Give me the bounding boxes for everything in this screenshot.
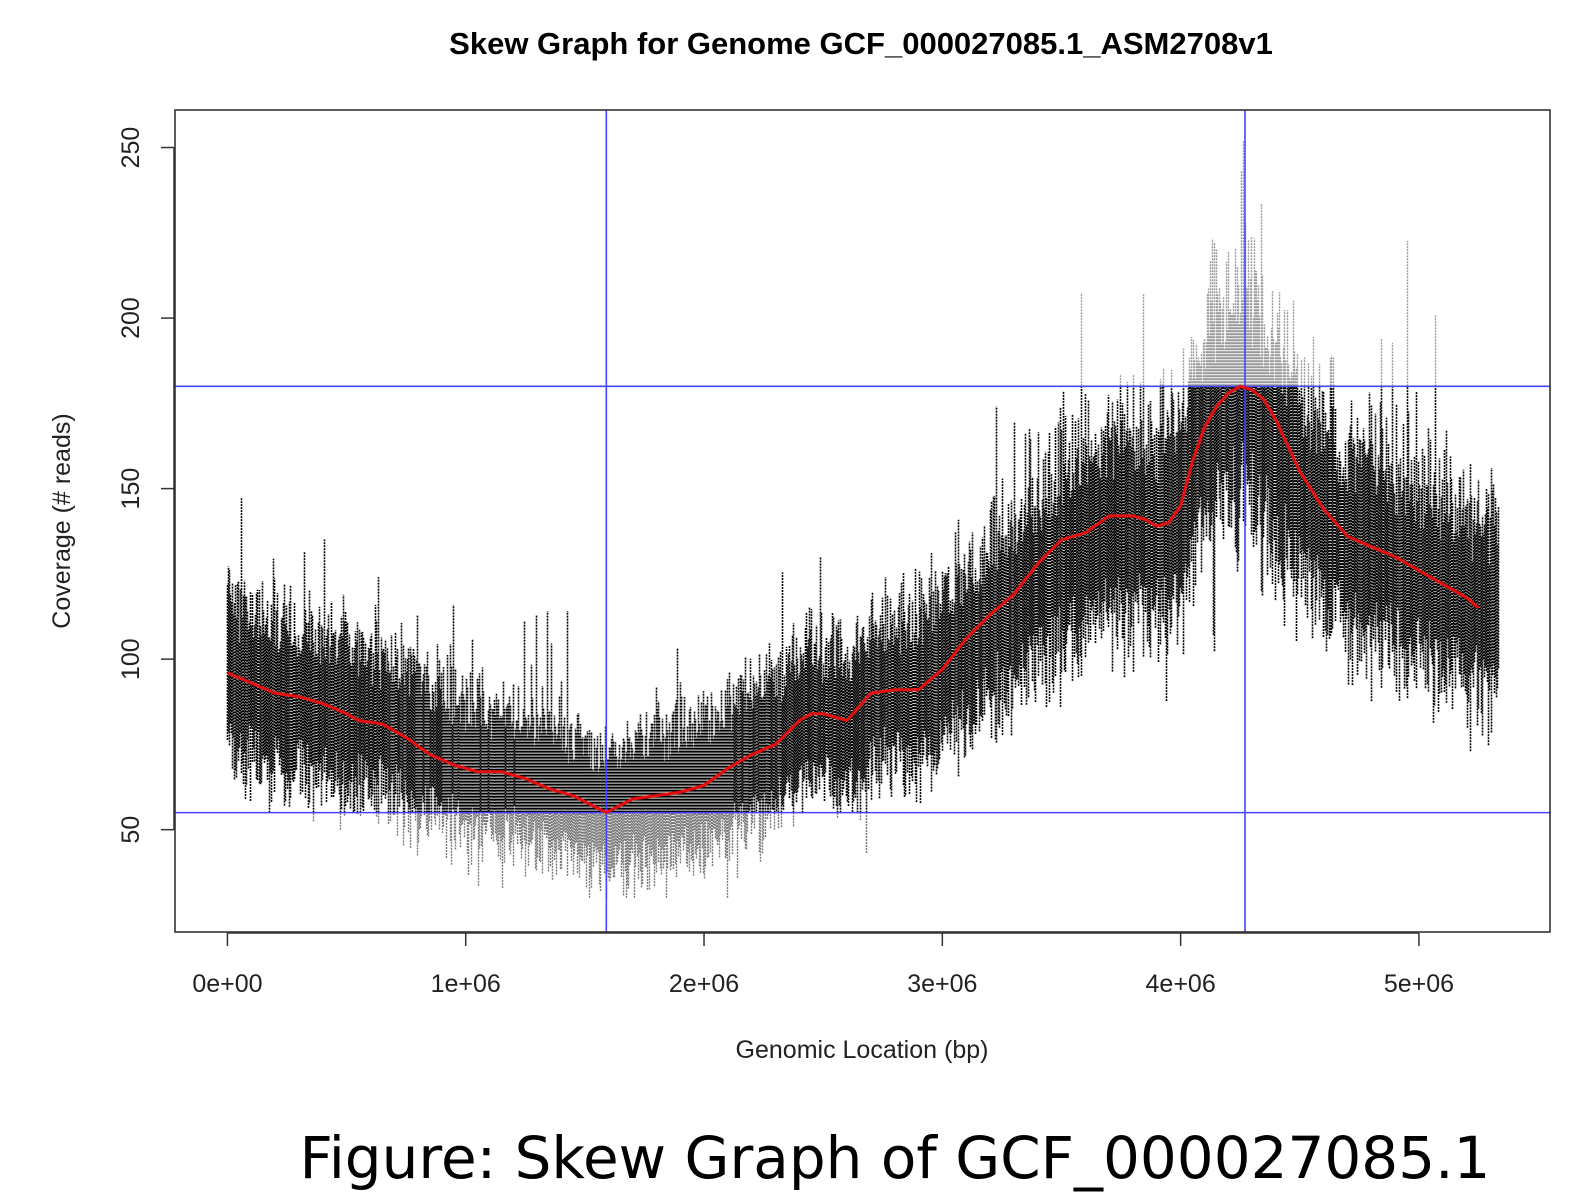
figure-caption: Figure: Skew Graph of GCF_000027085.1 xyxy=(300,1124,1491,1192)
y-axis: 50 100 150 200 250 xyxy=(117,127,175,844)
plot-frame xyxy=(174,109,1551,933)
y-axis-title: Coverage (# reads) xyxy=(48,413,76,628)
x-tick-label: 5e+06 xyxy=(1384,970,1454,998)
y-tick-label: 250 xyxy=(117,127,145,169)
coverage-points xyxy=(226,140,1500,898)
reference-lines xyxy=(175,110,1550,932)
x-tick-label: 0e+00 xyxy=(192,970,262,998)
x-axis: 0e+00 1e+06 2e+06 3e+06 4e+06 5e+06 xyxy=(192,932,1454,998)
y-tick-label: 100 xyxy=(117,638,145,680)
x-axis-title: Genomic Location (bp) xyxy=(736,1036,989,1064)
chart-title: Skew Graph for Genome GCF_000027085.1_AS… xyxy=(449,26,1273,61)
smoothed-series-line xyxy=(226,384,1480,815)
y-tick-label: 200 xyxy=(117,297,145,339)
x-tick-label: 3e+06 xyxy=(907,970,977,998)
smoothed-line xyxy=(226,384,1480,815)
y-tick-label: 150 xyxy=(117,468,145,510)
y-tick-label: 50 xyxy=(117,816,145,844)
x-tick-label: 4e+06 xyxy=(1146,970,1216,998)
x-tick-label: 1e+06 xyxy=(431,970,501,998)
x-tick-label: 2e+06 xyxy=(669,970,739,998)
